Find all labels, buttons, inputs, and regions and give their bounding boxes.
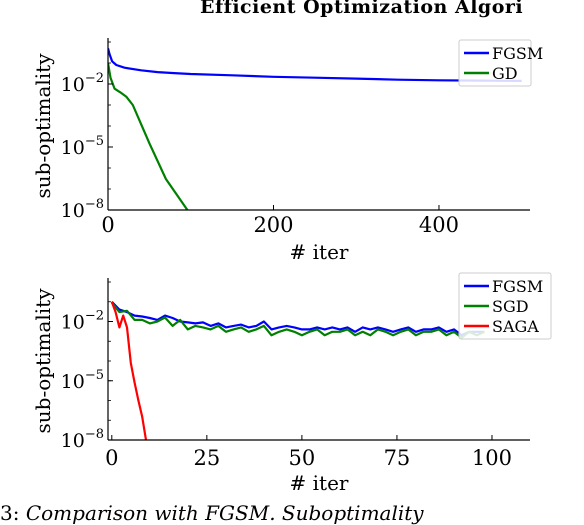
legend-label-gd: GD: [492, 64, 518, 83]
legend-box: [458, 272, 552, 340]
caption-number: 3:: [0, 501, 20, 525]
y-tick-label: 10−2: [61, 71, 104, 96]
y-tick-exponent: −8: [85, 427, 104, 442]
x-tick-label: 100: [472, 446, 512, 470]
y-tick-label: 10−8: [61, 197, 104, 222]
y-tick-base: 10: [61, 200, 85, 222]
y-tick-exponent: −5: [85, 368, 104, 383]
y-tick-base: 10: [61, 430, 85, 452]
y-tick-label: 10−8: [61, 427, 104, 452]
y-axis-label: sub-optimality: [31, 288, 55, 434]
x-tick-label: 200: [253, 213, 293, 237]
legend-label-fgsm: FGSM: [492, 277, 543, 296]
legend-label-saga: SAGA: [492, 317, 539, 336]
series-line-fgsm: [111, 301, 485, 337]
y-tick-label: 10−2: [61, 309, 104, 334]
series-line-sgd: [110, 302, 485, 339]
running-header: Efficient Optimization Algori: [200, 0, 524, 18]
x-axis-label: # iter: [290, 471, 349, 495]
y-tick-base: 10: [61, 137, 85, 159]
y-tick-label: 10−5: [61, 368, 104, 393]
y-tick-exponent: −5: [85, 134, 104, 149]
x-tick-label: 0: [101, 213, 114, 237]
x-axis-label: # iter: [290, 240, 349, 264]
y-tick-base: 10: [61, 371, 85, 393]
y-tick-base: 10: [61, 74, 85, 96]
y-axis-label: sub-optimality: [31, 53, 55, 199]
series-line-fgsm: [108, 48, 522, 82]
series-line-saga: [110, 301, 148, 440]
caption-text: Comparison with FGSM. Suboptimality: [25, 501, 424, 525]
x-tick-label: 75: [384, 446, 411, 470]
x-tick-label: 25: [193, 446, 220, 470]
figure-caption: 3: Comparison with FGSM. Suboptimality: [0, 501, 424, 525]
y-tick-exponent: −8: [85, 197, 104, 212]
y-tick-label: 10−5: [61, 134, 104, 159]
legend-label-sgd: SGD: [492, 297, 529, 316]
x-tick-label: 0: [105, 446, 118, 470]
legend-box: [458, 39, 532, 87]
series-line-gd: [108, 62, 189, 210]
y-tick-base: 10: [61, 312, 85, 334]
x-tick-label: 400: [419, 213, 459, 237]
y-tick-exponent: −2: [85, 71, 104, 86]
y-tick-exponent: −2: [85, 309, 104, 324]
legend-label-fgsm: FGSM: [492, 44, 543, 63]
x-tick-label: 50: [289, 446, 316, 470]
